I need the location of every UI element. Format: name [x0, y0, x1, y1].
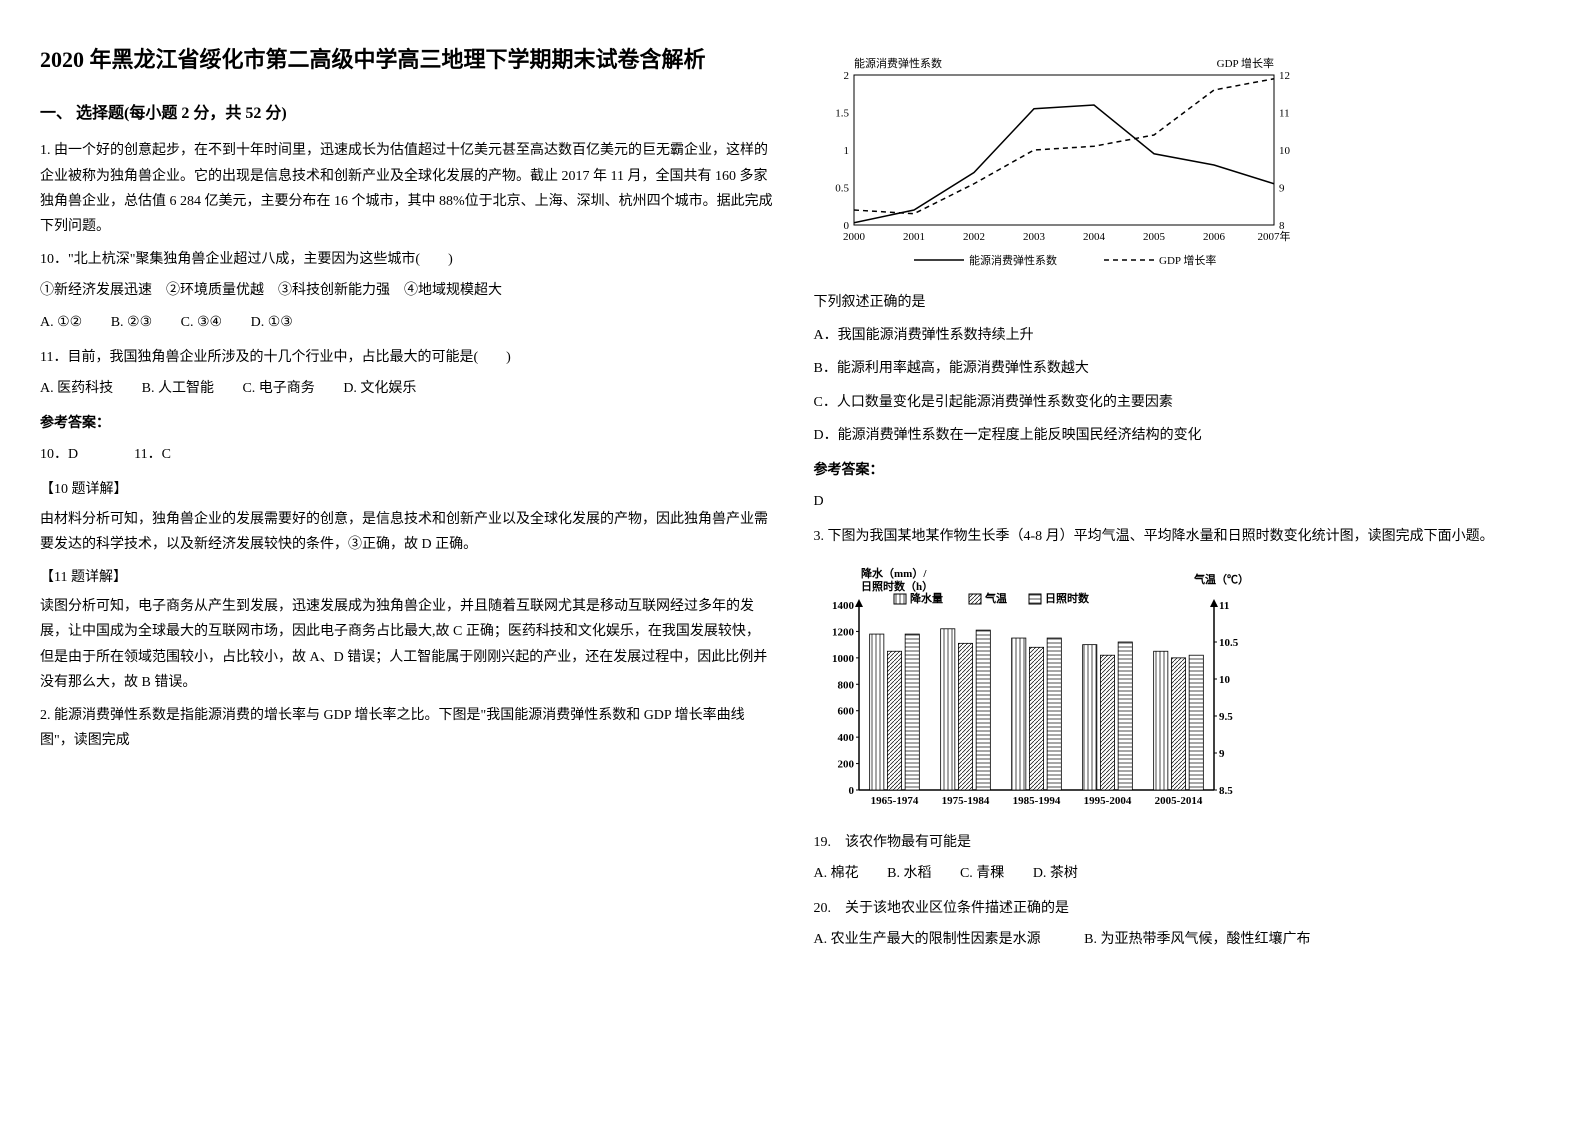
q20-text: 20. 关于该地农业区位条件描述正确的是	[814, 896, 1548, 921]
q2-opt-b: B．能源利用率越高，能源消费弹性系数越大	[814, 356, 1548, 381]
chart1-container: 00.511.528910111220002001200220032004200…	[814, 55, 1548, 275]
svg-text:0: 0	[848, 785, 854, 797]
svg-text:2004: 2004	[1083, 231, 1106, 243]
q10-opt-c: C. ③④	[181, 315, 222, 330]
svg-text:气温: 气温	[984, 591, 1007, 605]
chart2-container: 0 200 400 600 800 1000 1200 1400 8.5 9 9.5 10 10.5 11…	[814, 565, 1548, 815]
right-column: 00.511.528910111220002001200220032004200…	[814, 40, 1548, 962]
svg-text:400: 400	[837, 732, 854, 744]
crop-climate-chart: 0 200 400 600 800 1000 1200 1400 8.5 9 9.5 10 10.5 11…	[814, 565, 1254, 815]
q2-intro: 2. 能源消费弹性系数是指能源消费的增长率与 GDP 增长率之比。下图是"我国能…	[40, 703, 774, 753]
svg-text:2005-2014: 2005-2014	[1154, 795, 1202, 807]
document-title: 2020 年黑龙江省绥化市第二高级中学高三地理下学期期末试卷含解析	[40, 40, 774, 80]
svg-text:2002: 2002	[963, 231, 985, 243]
q19-text: 19. 该农作物最有可能是	[814, 830, 1548, 855]
svg-text:1985-1994: 1985-1994	[1012, 795, 1060, 807]
svg-text:11: 11	[1279, 108, 1290, 120]
svg-text:日照时数: 日照时数	[1045, 591, 1090, 605]
q2-opt-c: C．人口数量变化是引起能源消费弹性系数变化的主要因素	[814, 390, 1548, 415]
svg-text:日照时数（h）: 日照时数（h）	[861, 579, 933, 593]
svg-text:800: 800	[837, 679, 854, 691]
svg-text:GDP 增长率: GDP 增长率	[1159, 253, 1216, 267]
q10-text: 10．"北上杭深"聚集独角兽企业超过八成，主要因为这些城市( )	[40, 247, 774, 272]
svg-text:1200: 1200	[832, 626, 855, 638]
svg-text:2001: 2001	[903, 231, 925, 243]
q10-opt-a: A. ①②	[40, 315, 82, 330]
q10-opt-d: D. ①③	[251, 315, 293, 330]
q2-answer: D	[814, 489, 1548, 514]
svg-text:降水量: 降水量	[910, 591, 943, 605]
svg-text:GDP 增长率: GDP 增长率	[1216, 56, 1273, 70]
svg-text:1000: 1000	[832, 652, 855, 664]
q19-opt-d: D. 茶树	[1033, 866, 1078, 881]
svg-text:2000: 2000	[843, 231, 866, 243]
svg-text:2: 2	[843, 70, 849, 82]
svg-text:10: 10	[1219, 674, 1231, 686]
explain10-label: 【10 题详解】	[40, 477, 774, 502]
q10-items: ①新经济发展迅速 ②环境质量优越 ③科技创新能力强 ④地域规模超大	[40, 278, 774, 303]
q11-opt-d: D. 文化娱乐	[343, 381, 416, 396]
explain11-text: 读图分析可知，电子商务从产生到发展，迅速发展成为独角兽企业，并且随着互联网尤其是…	[40, 594, 774, 695]
svg-text:2003: 2003	[1023, 231, 1046, 243]
svg-text:11: 11	[1219, 600, 1229, 612]
svg-text:9.5: 9.5	[1219, 711, 1233, 723]
section-heading: 一、 选择题(每小题 2 分，共 52 分)	[40, 100, 774, 129]
q11-opt-b: B. 人工智能	[142, 381, 214, 396]
q19-opt-b: B. 水稻	[887, 866, 931, 881]
q2-stem: 下列叙述正确的是	[814, 290, 1548, 315]
svg-text:1975-1984: 1975-1984	[941, 795, 989, 807]
svg-text:1: 1	[843, 145, 849, 157]
left-column: 2020 年黑龙江省绥化市第二高级中学高三地理下学期期末试卷含解析 一、 选择题…	[40, 40, 774, 962]
q11-options: A. 医药科技 B. 人工智能 C. 电子商务 D. 文化娱乐	[40, 376, 774, 401]
q3-intro: 3. 下图为我国某地某作物生长季（4-8 月）平均气温、平均降水量和日照时数变化…	[814, 524, 1548, 549]
q19-opt-a: A. 棉花	[814, 866, 859, 881]
q1-answer: 10．D 11．C	[40, 442, 774, 467]
svg-text:600: 600	[837, 705, 854, 717]
svg-text:200: 200	[837, 758, 854, 770]
q19-options: A. 棉花 B. 水稻 C. 青稞 D. 茶树	[814, 861, 1548, 886]
q19-opt-c: C. 青稞	[960, 866, 1004, 881]
svg-text:能源消费弹性系数: 能源消费弹性系数	[969, 253, 1057, 267]
answer-label-2: 参考答案：	[814, 458, 1548, 483]
svg-text:10: 10	[1279, 145, 1291, 157]
q10-opt-b: B. ②③	[111, 315, 152, 330]
svg-text:降水（mm）/: 降水（mm）/	[861, 566, 927, 580]
svg-text:2007年: 2007年	[1257, 229, 1290, 243]
svg-text:气温（℃）: 气温（℃）	[1193, 572, 1249, 586]
svg-text:9: 9	[1219, 748, 1225, 760]
svg-text:10.5: 10.5	[1219, 637, 1239, 649]
q20-options: A. 农业生产最大的限制性因素是水源 B. 为亚热带季风气候，酸性红壤广布	[814, 927, 1548, 952]
q10-options: A. ①② B. ②③ C. ③④ D. ①③	[40, 310, 774, 335]
energy-gdp-chart: 00.511.528910111220002001200220032004200…	[814, 55, 1314, 275]
answer-label: 参考答案：	[40, 411, 774, 436]
explain11-label: 【11 题详解】	[40, 565, 774, 590]
q20-opt-a: A. 农业生产最大的限制性因素是水源	[814, 932, 1041, 947]
svg-text:12: 12	[1279, 70, 1290, 82]
svg-text:2005: 2005	[1143, 231, 1166, 243]
q20-opt-b: B. 为亚热带季风气候，酸性红壤广布	[1084, 932, 1310, 947]
svg-text:能源消费弹性系数: 能源消费弹性系数	[854, 56, 942, 70]
svg-text:0.5: 0.5	[835, 183, 849, 195]
svg-text:2006: 2006	[1203, 231, 1226, 243]
svg-text:1995-2004: 1995-2004	[1083, 795, 1131, 807]
q11-text: 11．目前，我国独角兽企业所涉及的十几个行业中，占比最大的可能是( )	[40, 345, 774, 370]
explain10-text: 由材料分析可知，独角兽企业的发展需要好的创意，是信息技术和创新产业以及全球化发展…	[40, 507, 774, 557]
svg-text:1965-1974: 1965-1974	[870, 795, 918, 807]
svg-text:1.5: 1.5	[835, 108, 849, 120]
q1-intro: 1. 由一个好的创意起步，在不到十年时间里，迅速成长为估值超过十亿美元甚至高达数…	[40, 138, 774, 239]
q11-opt-c: C. 电子商务	[242, 381, 314, 396]
svg-text:1400: 1400	[832, 600, 855, 612]
svg-text:8.5: 8.5	[1219, 785, 1233, 797]
svg-text:9: 9	[1279, 183, 1285, 195]
q11-opt-a: A. 医药科技	[40, 381, 113, 396]
q2-opt-d: D．能源消费弹性系数在一定程度上能反映国民经济结构的变化	[814, 423, 1548, 448]
q2-opt-a: A．我国能源消费弹性系数持续上升	[814, 323, 1548, 348]
